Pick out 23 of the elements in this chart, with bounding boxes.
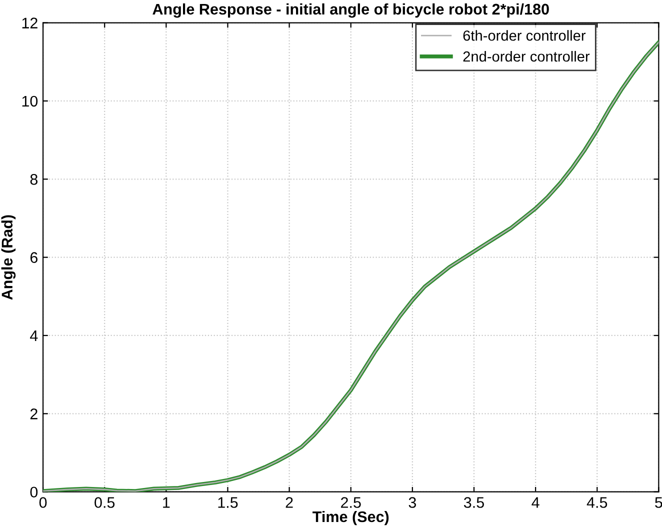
y-tick-label: 6 (30, 252, 38, 263)
y-tick-label: 10 (22, 96, 38, 107)
y-axis-title: Angle (Rad) (1, 215, 16, 300)
x-tick-label: 3.5 (464, 497, 484, 508)
x-tick-label: 2 (286, 497, 293, 508)
y-tick-label: 12 (22, 18, 38, 28)
legend-label: 2nd-order controller (463, 50, 590, 62)
x-tick-label: 0.5 (94, 497, 115, 508)
y-tick-label: 8 (30, 174, 38, 185)
x-tick-label: 1 (163, 497, 170, 508)
x-tick-label: 0 (39, 497, 47, 508)
y-tick-label: 2 (30, 408, 38, 420)
x-tick-label: 3 (408, 497, 416, 508)
y-tick-label: 4 (30, 330, 38, 342)
x-axis-title: Time (Sec) (312, 510, 389, 526)
x-tick-label: 5 (655, 497, 662, 508)
x-tick-label: 2.5 (341, 497, 361, 508)
y-tick-label: 0 (30, 486, 38, 498)
legend-label: 6th-order controller (463, 30, 586, 41)
x-tick-label: 1.5 (218, 497, 238, 508)
chart-title: Angle Response - initial angle of bicycle robot 2*pi/180 (152, 3, 549, 18)
x-tick-label: 4 (532, 497, 540, 508)
x-tick-label: 4.5 (586, 497, 608, 508)
